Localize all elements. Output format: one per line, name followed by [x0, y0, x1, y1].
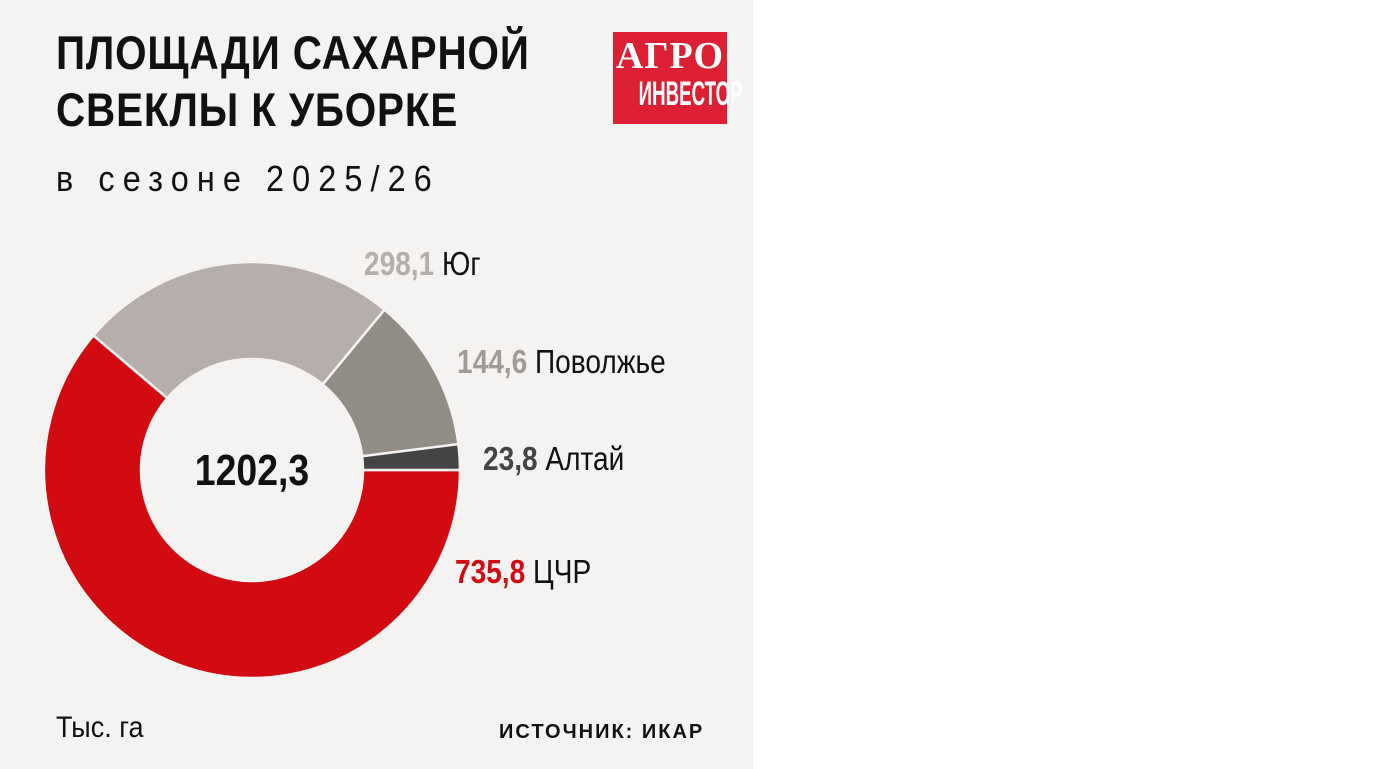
label-cchr: 735,8 ЦЧР: [455, 553, 591, 591]
label-yug: 298,1 Юг: [364, 245, 481, 283]
value-povolzhye: 144,6: [457, 343, 528, 380]
value-yug: 298,1: [364, 245, 435, 282]
value-altai: 23,8: [483, 440, 538, 477]
slice-Юг: [91, 260, 387, 400]
chart-subtitle: в сезоне 2025/26: [56, 158, 440, 199]
unit-label: Тыс. га: [56, 711, 144, 744]
chart-title: ПЛОЩАДИ САХАРНОЙ СВЕКЛЫ К УБОРКЕ: [56, 24, 530, 138]
source-label: ИСТОЧНИК: ИКАР: [499, 721, 705, 743]
infographic-panel: ПЛОЩАДИ САХАРНОЙ СВЕКЛЫ К УБОРКЕ в сезон…: [0, 0, 753, 769]
slice-Алтай: [360, 442, 462, 472]
name-cchr: ЦЧР: [533, 553, 592, 590]
label-povolzhye: 144,6 Поволжье: [457, 343, 666, 381]
total-label: 1202,3: [194, 446, 310, 495]
name-yug: Юг: [442, 245, 481, 282]
donut-chart: [42, 260, 462, 680]
slice-ЦЧР: [42, 333, 462, 680]
agroinvestor-logo: АГРО ИНВЕСТОР: [613, 32, 743, 124]
logo-line-1: АГРО: [615, 35, 725, 77]
label-altai: 23,8 Алтай: [483, 440, 624, 478]
title-line-2: СВЕКЛЫ К УБОРКЕ: [56, 83, 459, 136]
value-cchr: 735,8: [455, 553, 526, 590]
name-povolzhye: Поволжье: [535, 343, 666, 380]
title-line-1: ПЛОЩАДИ САХАРНОЙ: [56, 26, 530, 79]
name-altai: Алтай: [545, 440, 625, 477]
